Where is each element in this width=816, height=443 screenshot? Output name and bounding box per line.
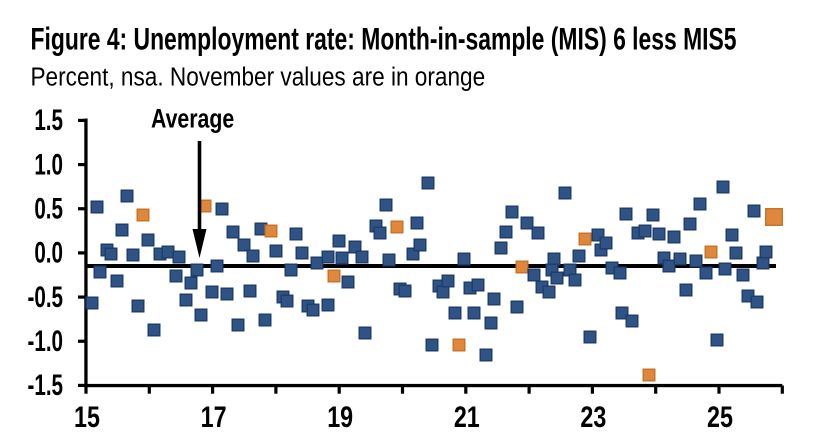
svg-text:-0.5: -0.5 [28,281,63,313]
svg-text:15: 15 [74,400,100,434]
svg-text:0.5: 0.5 [34,193,63,225]
svg-text:23: 23 [580,400,606,434]
svg-text:-1.0: -1.0 [28,325,63,357]
svg-text:21: 21 [454,400,480,434]
svg-text:1.5: 1.5 [34,105,63,137]
svg-text:1.0: 1.0 [34,149,63,181]
svg-text:Percent, nsa. November values: Percent, nsa. November values are in ora… [31,63,486,92]
svg-text:25: 25 [707,400,733,434]
svg-text:Figure 4: Unemployment rate: M: Figure 4: Unemployment rate: Month-in-sa… [31,21,737,56]
svg-text:19: 19 [327,400,353,434]
svg-text:-1.5: -1.5 [28,370,63,402]
svg-text:Average: Average [151,104,234,134]
svg-text:17: 17 [201,400,227,434]
svg-text:0.0: 0.0 [34,237,63,269]
